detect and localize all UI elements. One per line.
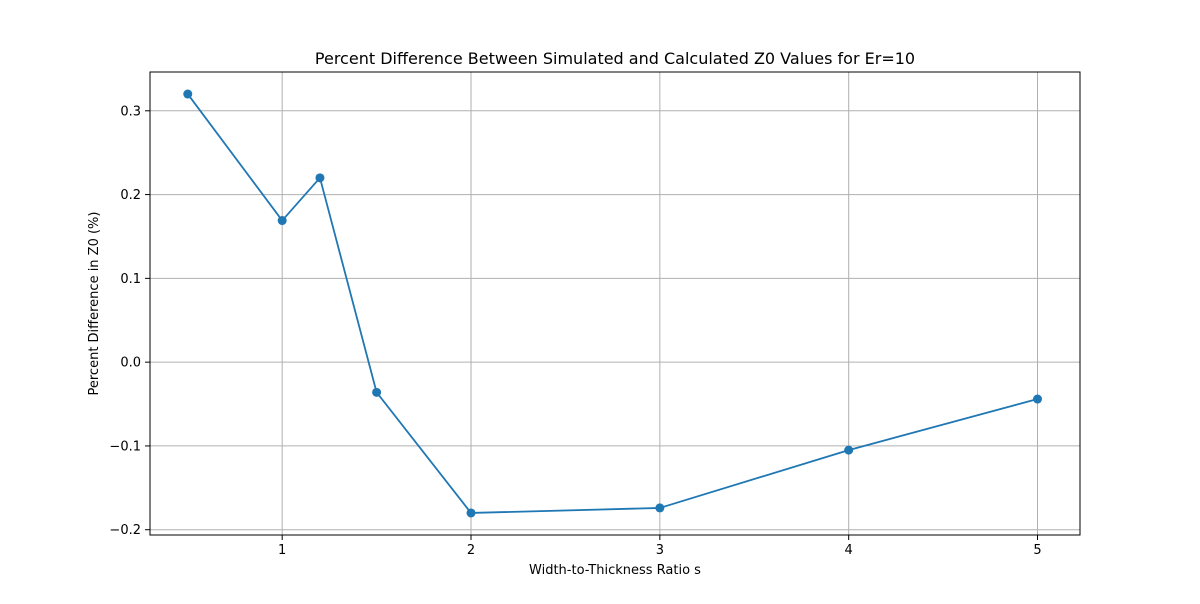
grid xyxy=(150,72,1080,535)
x-axis-label: Width-to-Thickness Ratio s xyxy=(529,563,701,578)
series-line xyxy=(187,93,1038,514)
y-tick-label: 0.3 xyxy=(120,104,141,119)
x-tick-label: 3 xyxy=(656,543,664,558)
series-layer xyxy=(183,89,1043,518)
x-tick-label: 5 xyxy=(1033,543,1041,558)
data-point xyxy=(372,387,382,397)
x-tick-label: 4 xyxy=(845,543,853,558)
plot-frame xyxy=(149,71,1081,536)
data-point xyxy=(183,89,193,99)
y-tick-label: −0.1 xyxy=(109,439,141,454)
y-tick-label: 0.2 xyxy=(120,188,141,203)
y-axis-label: Percent Difference in Z0 (%) xyxy=(87,212,102,396)
ticks: 1 2 3 4 5 −0.2 −0.1 0.0 0.1 0.2 0.3 xyxy=(109,104,1041,558)
x-tick-label: 2 xyxy=(467,543,475,558)
data-point xyxy=(1033,394,1043,404)
data-point xyxy=(844,445,854,455)
x-tick-label: 1 xyxy=(278,543,286,558)
y-tick-label: 0.1 xyxy=(120,272,141,287)
data-point xyxy=(466,508,476,518)
data-point xyxy=(277,216,287,226)
chart-title: Percent Difference Between Simulated and… xyxy=(315,49,915,68)
y-tick-label: −0.2 xyxy=(109,523,141,538)
data-point xyxy=(655,503,665,513)
data-point xyxy=(315,173,325,183)
y-tick-label: 0.0 xyxy=(120,356,141,371)
